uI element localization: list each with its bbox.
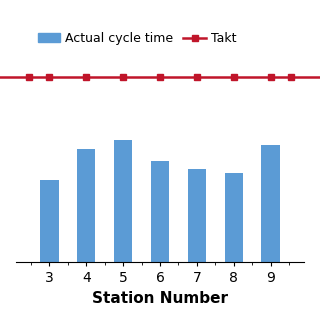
Bar — [261, 145, 280, 262]
Bar — [225, 173, 243, 262]
Bar — [151, 161, 169, 262]
Bar — [77, 149, 95, 262]
Bar — [114, 140, 132, 262]
Legend: Actual cycle time, Takt: Actual cycle time, Takt — [33, 27, 241, 50]
Bar — [40, 180, 59, 262]
X-axis label: Station Number: Station Number — [92, 291, 228, 306]
Bar — [188, 169, 206, 262]
